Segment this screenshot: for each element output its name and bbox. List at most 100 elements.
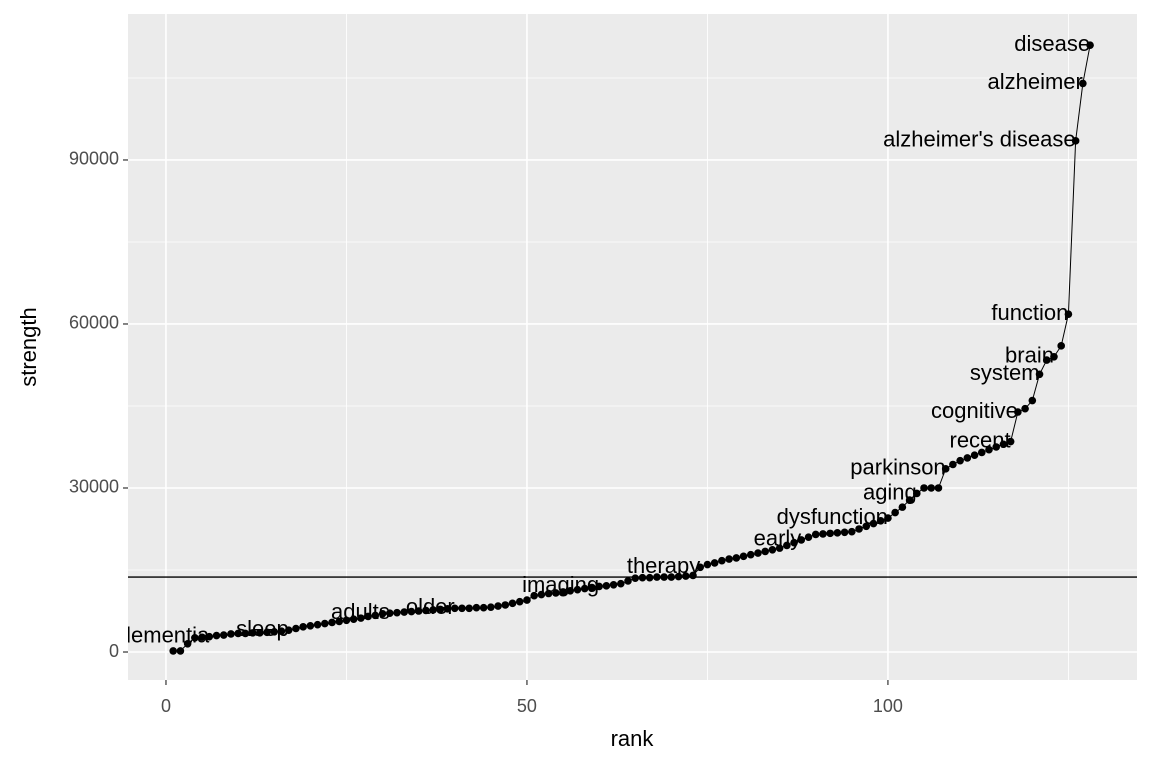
point — [198, 633, 206, 642]
point — [219, 631, 228, 639]
point — [537, 590, 546, 599]
axes: 0 50 100 0 30000 60000 90000 — [69, 149, 903, 716]
point-label: aging — [863, 479, 917, 504]
point-label: function — [991, 300, 1068, 325]
point — [479, 603, 488, 612]
point — [227, 630, 235, 638]
point — [602, 582, 611, 590]
y-tick-label: 60000 — [69, 313, 119, 333]
point — [992, 443, 1001, 451]
point — [790, 538, 798, 547]
point — [299, 623, 307, 631]
point — [746, 550, 755, 559]
point-label: alzheimer's disease — [883, 127, 1076, 152]
point — [1006, 437, 1015, 446]
point — [970, 451, 979, 459]
point — [761, 547, 769, 556]
point-label: disease — [1014, 31, 1090, 56]
point — [487, 603, 495, 611]
point-label: sleep — [236, 616, 289, 641]
point — [869, 519, 878, 528]
point — [176, 647, 185, 655]
point — [898, 503, 907, 511]
point — [378, 609, 387, 618]
point — [689, 571, 697, 580]
point — [321, 619, 329, 628]
point-label: recent — [950, 427, 1011, 452]
x-tick-label: 0 — [161, 696, 171, 716]
point — [609, 580, 618, 589]
point — [617, 579, 625, 588]
point-label: early — [754, 526, 802, 551]
grid — [128, 14, 1137, 680]
point — [645, 573, 654, 582]
point — [826, 529, 834, 538]
point — [385, 609, 394, 617]
point — [1071, 137, 1080, 145]
point — [977, 448, 986, 457]
point — [501, 601, 510, 609]
point — [270, 627, 279, 636]
x-tick-label: 50 — [517, 696, 537, 716]
point — [1028, 396, 1037, 405]
point — [414, 607, 423, 615]
y-tick-label: 90000 — [69, 149, 119, 169]
point — [833, 529, 842, 537]
point — [422, 606, 430, 615]
point — [949, 460, 957, 469]
point — [768, 545, 777, 554]
point — [855, 525, 863, 533]
point — [840, 528, 849, 537]
point — [660, 573, 668, 581]
point — [183, 640, 192, 648]
point — [710, 559, 719, 567]
point — [732, 554, 741, 562]
y-axis-title: strength — [16, 307, 41, 387]
point — [956, 456, 964, 465]
point — [927, 484, 936, 492]
point — [797, 536, 806, 544]
point — [674, 572, 683, 581]
point — [256, 629, 264, 637]
point-label: older — [406, 594, 455, 619]
point — [1050, 352, 1058, 361]
point — [1042, 356, 1051, 364]
point — [357, 614, 365, 622]
y-tick-label: 30000 — [69, 477, 119, 497]
point — [248, 629, 257, 637]
point — [169, 647, 177, 655]
point — [523, 596, 531, 604]
point — [429, 606, 437, 614]
point — [306, 621, 315, 630]
point — [342, 616, 351, 625]
point — [544, 589, 553, 598]
point — [566, 586, 575, 595]
point — [530, 591, 538, 600]
point — [624, 577, 632, 585]
point — [783, 541, 791, 550]
point — [277, 627, 286, 636]
point — [703, 560, 712, 569]
point — [891, 508, 899, 517]
point — [754, 549, 762, 557]
point — [191, 633, 199, 642]
point — [920, 484, 928, 492]
point — [631, 574, 640, 583]
panel — [128, 14, 1137, 680]
point — [913, 489, 921, 498]
point — [450, 604, 459, 613]
point — [465, 604, 473, 613]
point — [1057, 342, 1065, 350]
point — [458, 604, 466, 613]
point — [1014, 408, 1022, 416]
point — [862, 522, 871, 531]
x-tick-label: 100 — [873, 696, 903, 716]
point — [985, 445, 993, 454]
point — [393, 608, 401, 617]
point — [963, 454, 972, 462]
point — [804, 533, 813, 541]
point — [1021, 404, 1029, 413]
point — [407, 607, 416, 616]
point — [241, 629, 250, 638]
